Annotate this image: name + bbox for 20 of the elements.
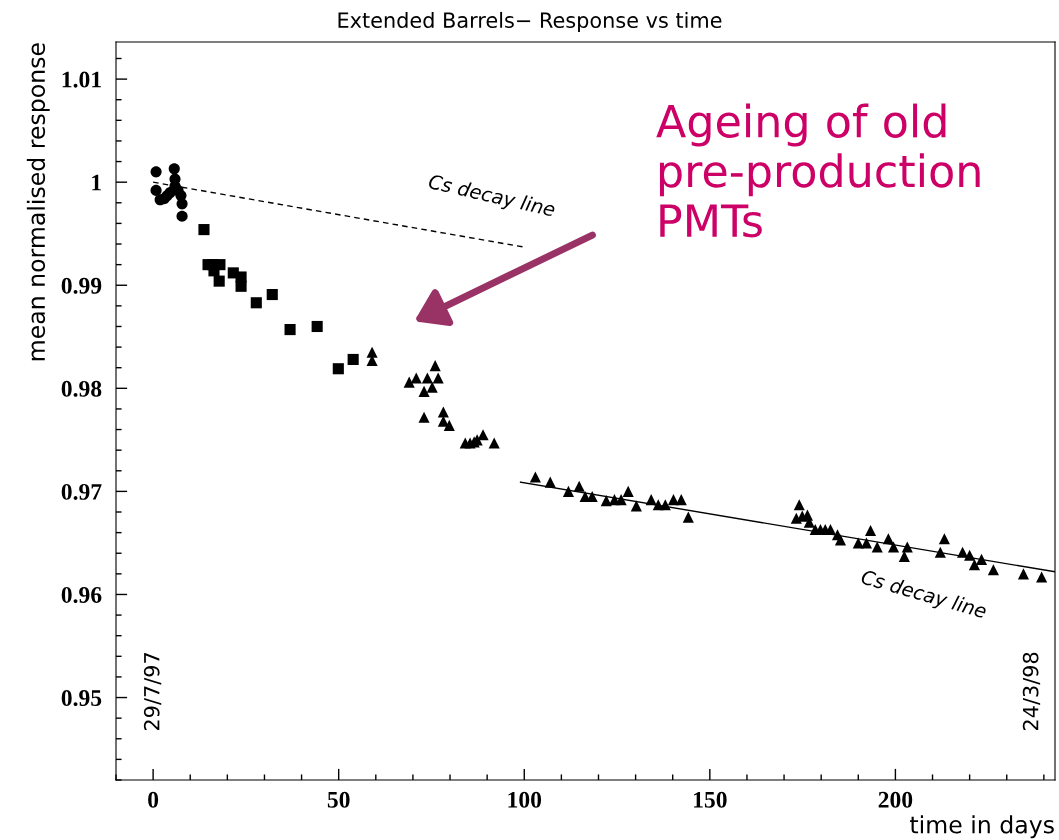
annotation: 24/3/98	[1022, 652, 1041, 731]
annotation: Ageing of old pre-production PMTs	[656, 103, 980, 238]
x-tick-label: 150	[694, 791, 727, 808]
x-axis-title: time in days	[910, 815, 1054, 839]
x-tick-label: 200	[878, 791, 913, 808]
y-tick-label: 0.97	[61, 483, 102, 500]
y-tick-label: 1	[92, 174, 101, 191]
y-tick-label: 0.99	[61, 277, 102, 294]
x-tick-label: 100	[508, 791, 542, 808]
x-tick-label: 0	[148, 791, 159, 808]
annotation: 29/7/97	[143, 653, 162, 731]
y-axis-title: mean normalised response	[26, 43, 50, 361]
y-tick-label: 1.01	[62, 71, 101, 88]
y-tick-label: 0.95	[61, 690, 102, 707]
y-tick-label: 0.96	[61, 586, 102, 603]
chart-title: Extended Barrels− Response vs time	[338, 11, 722, 33]
y-tick-label: 0.98	[61, 380, 102, 397]
annotation: Cs decay line	[427, 173, 556, 221]
annotation: Cs decay line	[859, 568, 988, 623]
x-tick-label: 50	[327, 791, 350, 808]
